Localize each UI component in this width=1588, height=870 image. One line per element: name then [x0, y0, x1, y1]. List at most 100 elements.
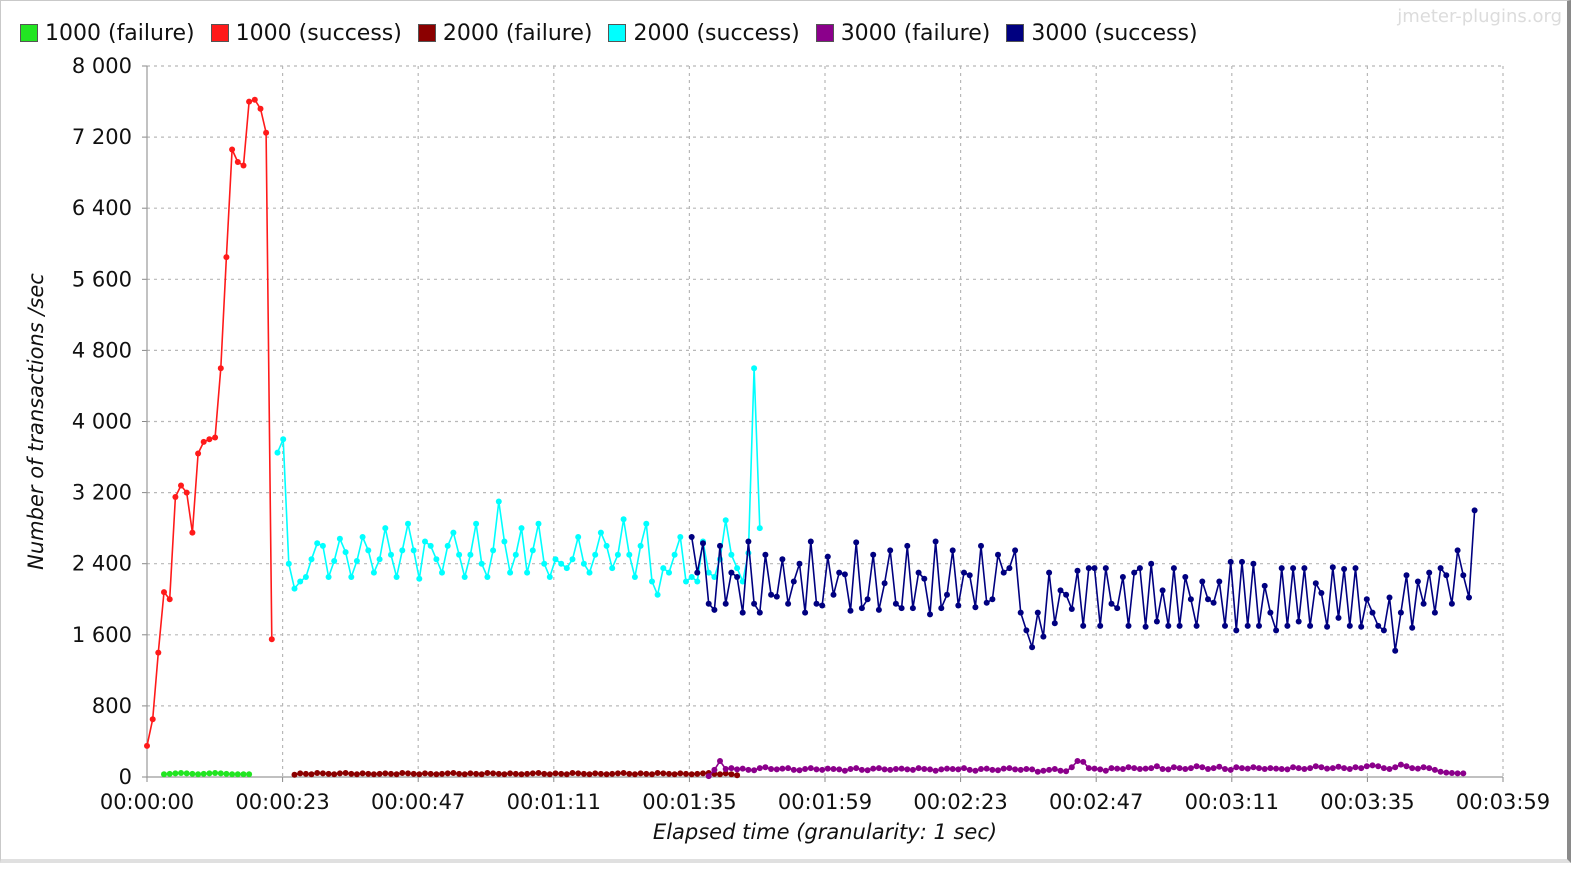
data-point: [870, 551, 877, 558]
data-point: [416, 575, 423, 582]
data-point: [768, 591, 775, 598]
data-point: [694, 770, 701, 777]
data-point: [234, 771, 241, 778]
data-point: [1068, 764, 1075, 771]
data-point: [229, 146, 236, 153]
data-point: [932, 767, 939, 774]
data-point: [1358, 623, 1365, 630]
data-point: [830, 766, 837, 772]
data-point: [348, 770, 355, 777]
data-point: [1386, 594, 1393, 601]
data-point: [217, 770, 224, 777]
data-point: [1040, 633, 1047, 640]
data-point: [705, 600, 712, 607]
data-point: [683, 770, 689, 777]
data-point: [1431, 766, 1438, 773]
data-point: [1267, 609, 1274, 616]
data-point: [302, 574, 309, 580]
y-tick-labels: 0 800 1 600 2 400 3 200 4 000 4 800 5 600 6 400 7…: [72, 54, 132, 789]
data-point: [1273, 627, 1280, 634]
data-point: [1290, 764, 1297, 771]
data-point: [1142, 623, 1149, 630]
data-point: [569, 556, 576, 563]
data-point: [268, 636, 275, 643]
data-point: [444, 542, 451, 549]
data-point: [1057, 767, 1064, 774]
data-point: [944, 765, 950, 772]
data-point: [314, 540, 321, 547]
data-point: [524, 569, 531, 576]
data-point: [677, 534, 684, 540]
data-point: [291, 771, 298, 778]
data-point: [569, 770, 576, 776]
data-point: [563, 565, 570, 572]
data-point: [376, 770, 383, 777]
data-point: [847, 766, 854, 772]
data-point: [217, 365, 224, 372]
data-point: [478, 560, 485, 567]
data-point: [1392, 764, 1399, 771]
data-point: [989, 766, 996, 773]
data-point: [422, 770, 428, 777]
y-axis-title: Number of transactions /sec: [24, 273, 48, 570]
data-point: [1273, 765, 1280, 772]
x-tick-label: 00:02:23: [913, 790, 1007, 814]
data-point: [688, 534, 695, 540]
data-point: [1403, 572, 1410, 579]
data-point: [433, 771, 440, 778]
data-point: [410, 770, 417, 777]
data-point: [1063, 591, 1070, 598]
data-point: [1426, 765, 1433, 772]
data-point: [200, 770, 207, 777]
data-point: [1244, 765, 1251, 772]
data-point: [1131, 569, 1138, 576]
data-point: [501, 771, 508, 778]
data-point: [796, 560, 803, 567]
data-point: [291, 585, 298, 592]
data-point: [609, 565, 616, 572]
data-point: [263, 129, 270, 136]
data-point: [983, 599, 990, 606]
data-point: [614, 770, 621, 777]
data-point: [1380, 765, 1387, 772]
data-point: [728, 765, 735, 772]
data-point: [1261, 582, 1268, 589]
data-point: [212, 434, 219, 441]
data-point: [1471, 507, 1478, 514]
data-point: [1386, 766, 1393, 772]
data-point: [1443, 572, 1450, 579]
data-point: [597, 770, 604, 777]
data-point: [734, 766, 741, 773]
data-point: [796, 767, 803, 774]
data-point: [1227, 558, 1234, 565]
data-point: [1034, 768, 1041, 775]
data-point: [1216, 763, 1223, 770]
data-point: [768, 766, 775, 772]
data-point: [909, 766, 916, 773]
data-point: [1290, 565, 1297, 572]
data-point: [450, 770, 457, 776]
data-point: [688, 574, 695, 580]
data-point: [779, 556, 786, 563]
data-point: [353, 771, 360, 778]
data-point: [1125, 622, 1132, 629]
data-point: [580, 560, 587, 567]
data-point: [932, 538, 939, 545]
data-point: [858, 766, 865, 773]
data-point: [529, 547, 536, 554]
data-point: [1000, 569, 1007, 576]
data-point: [1437, 565, 1444, 572]
data-point: [785, 765, 792, 772]
data-point: [1097, 766, 1104, 773]
data-point: [711, 766, 718, 773]
data-point: [1176, 765, 1183, 772]
data-point: [1341, 566, 1348, 572]
data-point: [580, 770, 587, 777]
data-point: [507, 770, 514, 777]
data-point: [1057, 587, 1064, 594]
data-point: [739, 765, 746, 772]
data-point: [944, 591, 950, 598]
legend-swatch: [608, 24, 627, 42]
data-point: [728, 771, 735, 778]
data-point: [529, 770, 536, 777]
